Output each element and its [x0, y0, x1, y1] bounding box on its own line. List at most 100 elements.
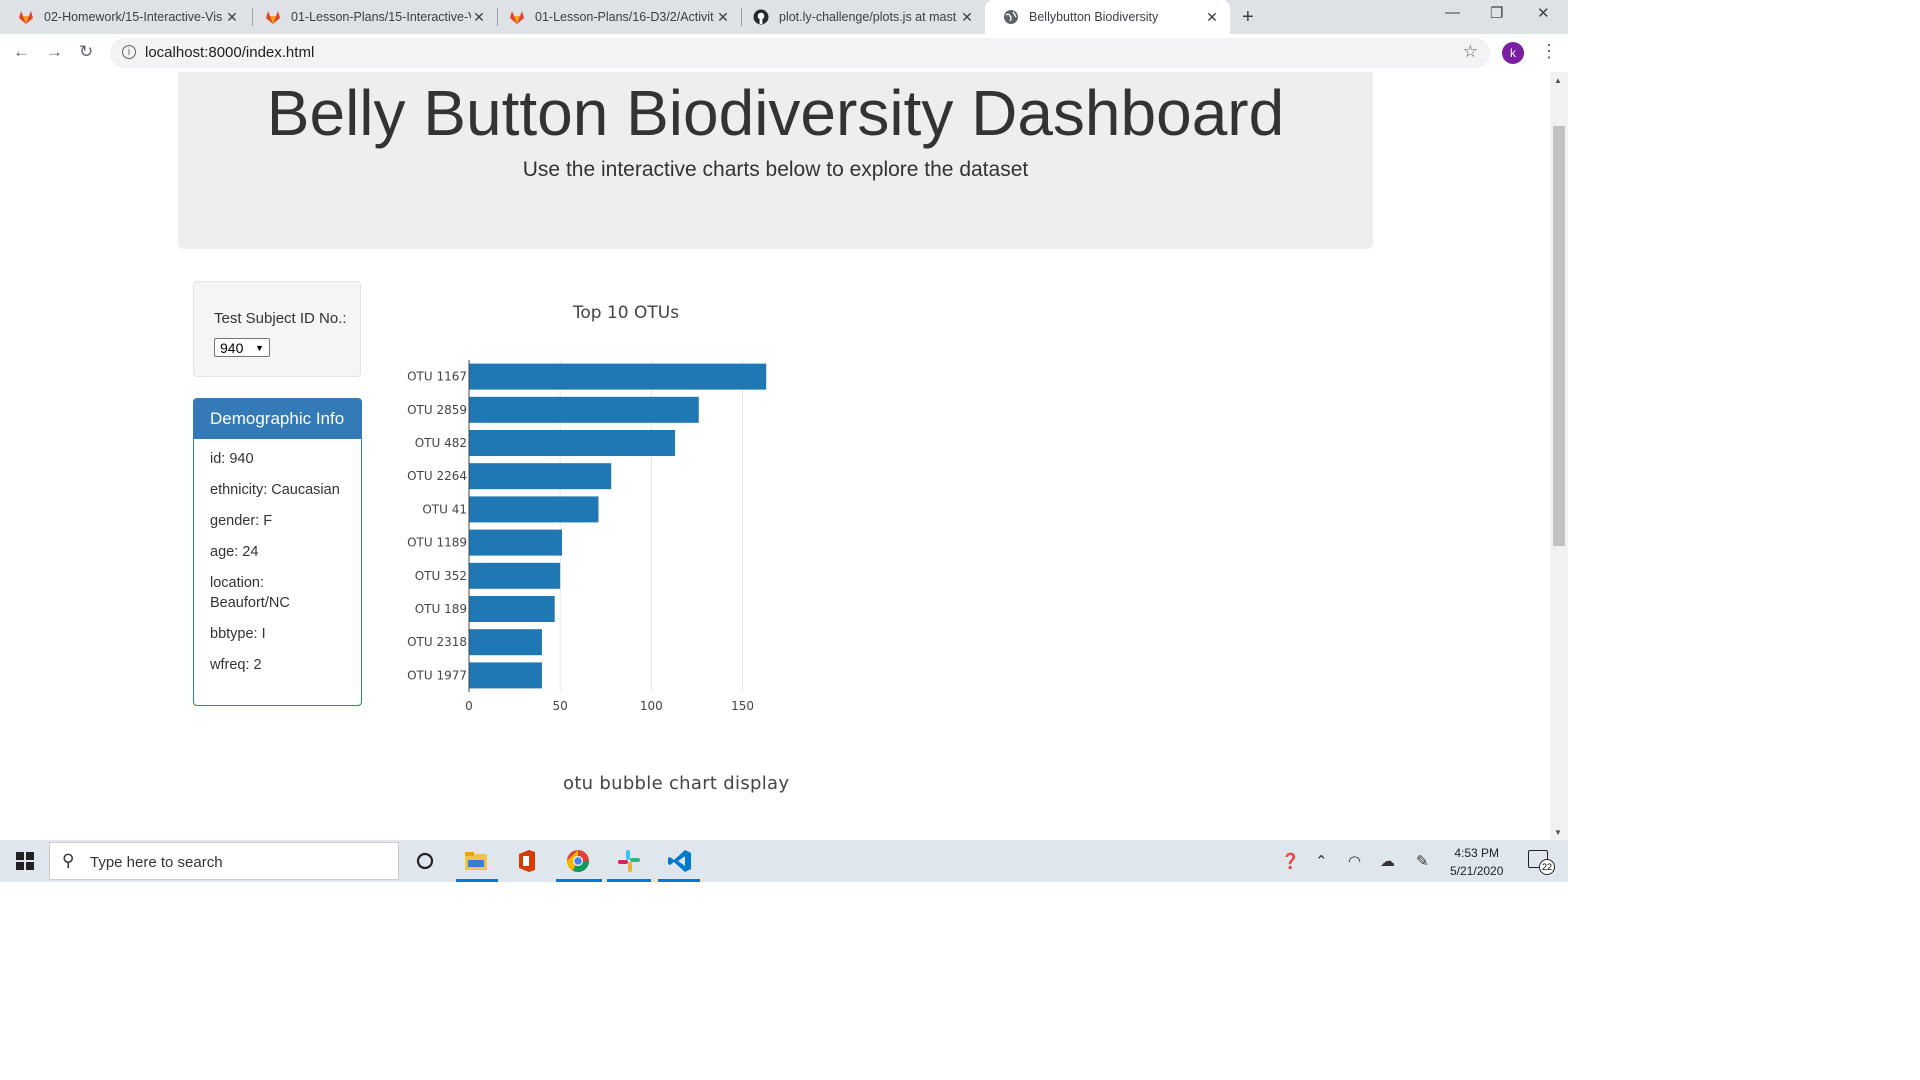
page-viewport: Belly Button Biodiversity Dashboard Use … — [0, 72, 1550, 840]
tab-divider — [497, 8, 498, 26]
help-icon[interactable]: ❓ — [1281, 853, 1300, 870]
bar — [469, 662, 542, 689]
file-explorer-icon[interactable] — [463, 848, 489, 874]
slack-icon[interactable] — [616, 848, 642, 874]
bar — [469, 529, 562, 556]
reload-icon[interactable]: ↻ — [79, 42, 94, 61]
close-icon[interactable]: ✕ — [226, 9, 238, 25]
panel-body: id: 940 ethnicity: Caucasian gender: F a… — [194, 439, 361, 675]
active-indicator — [556, 879, 602, 882]
close-icon[interactable]: ✕ — [717, 9, 729, 25]
bookmark-star-icon[interactable]: ☆ — [1462, 42, 1478, 61]
forward-arrow-icon[interactable]: → — [46, 42, 63, 61]
tab-lesson-15[interactable]: 01-Lesson-Plans/15-Interactive-V ✕ — [247, 0, 497, 34]
bar — [469, 430, 676, 456]
page-subtitle: Use the interactive charts below to expl… — [522, 158, 1029, 181]
bubble-chart-title: otu bubble chart display — [563, 773, 790, 794]
category-label: OTU 2318 — [407, 635, 467, 649]
bar — [469, 463, 612, 490]
x-tick-label: 150 — [731, 699, 754, 712]
selected-id: 940 — [220, 340, 244, 356]
category-label: OTU 1189 — [407, 536, 467, 550]
github-icon — [753, 9, 769, 25]
tab-title: 01-Lesson-Plans/15-Interactive-V — [291, 10, 471, 24]
demographic-row: bbtype: I — [210, 626, 266, 642]
demographic-row: ethnicity: Caucasian — [210, 482, 340, 498]
office-icon[interactable] — [514, 848, 540, 874]
close-icon[interactable]: ✕ — [473, 9, 485, 25]
minimize-icon[interactable]: — — [1445, 4, 1460, 21]
tab-bellybutton[interactable]: Bellybutton Biodiversity ✕ — [985, 0, 1230, 34]
category-label: OTU 2859 — [407, 403, 467, 417]
tab-lesson-16[interactable]: 01-Lesson-Plans/16-D3/2/Activit ✕ — [491, 0, 741, 34]
bar — [469, 363, 767, 390]
url-text[interactable]: localhost:8000/index.html — [145, 44, 315, 61]
bar — [469, 629, 542, 656]
active-indicator — [658, 879, 700, 882]
info-icon[interactable]: i — [122, 45, 136, 59]
chevron-down-icon: ▼ — [255, 343, 264, 353]
scroll-up-icon[interactable]: ▲ — [1554, 76, 1562, 85]
tab-strip: 02-Homework/15-Interactive-Vis ✕ 01-Less… — [0, 0, 1568, 34]
top-otus-bar-chart[interactable]: Top 10 OTUs 0 50 100 150 OTU 1167 OTU 2859 OTU … — [380, 292, 840, 712]
tab-github[interactable]: plot.ly-challenge/plots.js at mast ✕ — [735, 0, 985, 34]
x-tick-label: 100 — [640, 699, 663, 712]
close-icon[interactable]: ✕ — [961, 9, 973, 25]
profile-avatar[interactable]: k — [1502, 42, 1524, 64]
category-label: OTU 189 — [415, 602, 467, 616]
new-tab-icon[interactable]: + — [1242, 6, 1254, 28]
search-placeholder: Type here to search — [90, 854, 223, 871]
scrollbar-thumb[interactable] — [1553, 126, 1565, 546]
tab-title: 01-Lesson-Plans/16-D3/2/Activit — [535, 10, 714, 24]
demographic-row: age: 24 — [210, 544, 259, 560]
x-tick-label: 50 — [553, 699, 568, 712]
back-arrow-icon[interactable]: ← — [13, 42, 30, 61]
gitlab-icon — [510, 11, 524, 24]
windows-start-icon[interactable] — [16, 852, 34, 870]
header-jumbotron: Belly Button Biodiversity Dashboard Use … — [178, 72, 1373, 249]
selector-label: Test Subject ID No.: — [214, 310, 347, 327]
bar — [469, 396, 699, 423]
chrome-icon[interactable] — [565, 848, 591, 874]
bar — [469, 562, 561, 589]
tab-title: Bellybutton Biodiversity — [1029, 10, 1159, 24]
notification-icon[interactable]: 22 — [1528, 850, 1555, 875]
tab-divider — [741, 8, 742, 26]
cortana-icon[interactable] — [412, 848, 438, 874]
category-label: OTU 482 — [415, 436, 467, 450]
page-title: Belly Button Biodiversity Dashboard — [266, 77, 1285, 149]
chevron-up-icon[interactable]: ⌃ — [1315, 853, 1328, 870]
windows-taskbar: ⚲ Type here to search ❓ ⌃ ◠ ☁ ✎ 4:53 PM … — [0, 840, 1568, 882]
bar — [469, 496, 599, 523]
category-label: OTU 41 — [422, 502, 467, 516]
notification-count: 22 — [1539, 859, 1555, 875]
subject-id-select[interactable]: 940 ▼ — [214, 338, 270, 357]
panel-heading: Demographic Info — [194, 399, 361, 439]
pen-icon[interactable]: ✎ — [1416, 853, 1429, 870]
close-icon[interactable]: ✕ — [1206, 9, 1218, 25]
restore-icon[interactable]: ❐ — [1490, 5, 1504, 22]
gitlab-icon — [19, 11, 33, 24]
category-label: OTU 352 — [415, 569, 467, 583]
gitlab-icon — [266, 11, 280, 24]
taskbar-search[interactable]: ⚲ Type here to search — [49, 842, 399, 880]
close-window-icon[interactable]: ✕ — [1537, 5, 1550, 22]
category-label: OTU 1167 — [407, 370, 467, 384]
category-label: OTU 2264 — [407, 469, 467, 483]
address-bar[interactable]: i localhost:8000/index.html ☆ — [110, 38, 1490, 68]
page-scrollbar[interactable]: ▲ ▼ — [1550, 72, 1568, 840]
onedrive-icon[interactable]: ☁ — [1380, 853, 1395, 870]
taskbar-clock[interactable]: 4:53 PM 5/21/2020 — [1450, 844, 1503, 880]
tab-divider — [252, 8, 253, 26]
active-indicator — [456, 879, 498, 882]
vscode-icon[interactable] — [667, 848, 693, 874]
search-icon: ⚲ — [62, 851, 75, 870]
category-label: OTU 1977 — [407, 668, 467, 682]
tab-homework[interactable]: 02-Homework/15-Interactive-Vis ✕ — [0, 0, 250, 34]
subject-selector-well: Test Subject ID No.: 940 ▼ — [193, 281, 361, 377]
wifi-icon[interactable]: ◠ — [1348, 853, 1362, 870]
demographic-row: id: 940 — [210, 451, 254, 467]
scroll-down-icon[interactable]: ▼ — [1554, 828, 1562, 837]
tab-title: plot.ly-challenge/plots.js at mast — [779, 10, 957, 24]
menu-kebab-icon[interactable]: ⋮ — [1540, 41, 1558, 61]
